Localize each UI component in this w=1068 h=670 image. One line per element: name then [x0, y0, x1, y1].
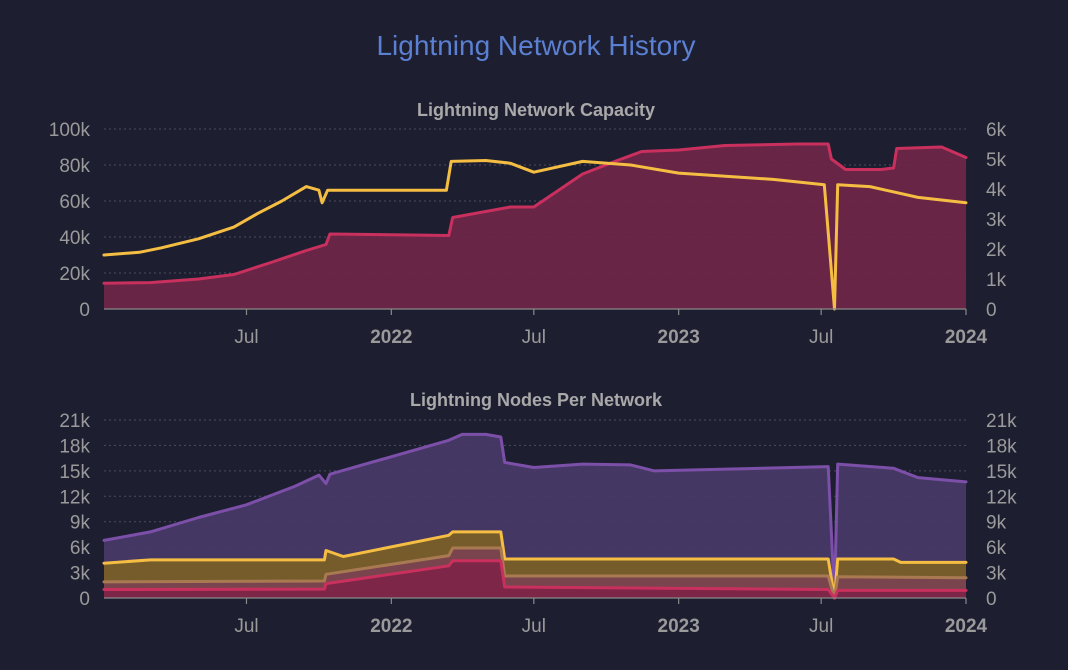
capacity-series [102, 142, 968, 311]
capacity-chart-title: Lightning Network Capacity [417, 100, 655, 120]
capacity-chart: Lightning Network Capacity 0 20k 40k 60k 80k… [49, 100, 1007, 348]
nodes-y-right-tick-label: 18k [986, 436, 1017, 457]
capacity-x-tick-label: 2023 [658, 327, 700, 348]
capacity-series-1-line [102, 159, 968, 311]
nodes-series-0-line [102, 432, 968, 600]
capacity-y-right-tick-label: 1k [986, 270, 1007, 291]
nodes-x-tick-label: 2023 [658, 616, 700, 637]
capacity-x-tick-label: Jul [522, 327, 546, 348]
capacity-x-tick-label: 2024 [945, 327, 988, 348]
nodes-y-left-tick-label: 15k [59, 462, 90, 483]
nodes-chart-title: Lightning Nodes Per Network [410, 390, 663, 410]
nodes-y-left-tick-label: 12k [59, 487, 90, 508]
capacity-x-tick-label: Jul [809, 327, 833, 348]
nodes-y-right-tick-label: 3k [986, 564, 1007, 585]
nodes-series-0-area [104, 434, 966, 598]
nodes-y-left-tick-label: 0 [79, 589, 90, 610]
capacity-y-left-tick-label: 20k [59, 264, 90, 285]
nodes-series [102, 432, 968, 600]
capacity-y-left-tick-label: 40k [59, 228, 90, 249]
nodes-x-tick-label: 2024 [945, 616, 988, 637]
nodes-series-2-area [104, 548, 966, 598]
capacity-series-0-area [104, 144, 966, 309]
capacity-y-left-tick-label: 100k [49, 120, 91, 141]
nodes-y-left-tick-label: 6k [70, 538, 91, 559]
nodes-y-right-tick-label: 0 [986, 589, 997, 610]
nodes-chart: Lightning Nodes Per Network 0 3k 6k 9k 12k 15… [59, 390, 1017, 637]
capacity-y-right-tick-label: 0 [986, 300, 997, 321]
nodes-y-right-tick-label: 15k [986, 462, 1017, 483]
capacity-y-right-tick-label: 3k [986, 210, 1007, 231]
nodes-y-left-tick-label: 21k [59, 411, 90, 432]
capacity-x-tick-label: 2022 [370, 327, 412, 348]
nodes-y-right-tick-label: 21k [986, 411, 1017, 432]
nodes-y-left-tick-label: 9k [70, 513, 91, 534]
capacity-axes: 0 20k 40k 60k 80k 100k 0 1k 2k 3k 4k 5k 6k Jul 2022 Jul… [49, 120, 1007, 348]
nodes-series-3-area [104, 560, 966, 598]
nodes-x-tick-label: Jul [522, 616, 546, 637]
capacity-series-0-line [102, 142, 968, 285]
capacity-y-right-tick-label: 4k [986, 180, 1007, 201]
nodes-x-tick-label: 2022 [370, 616, 412, 637]
nodes-y-right-tick-label: 9k [986, 513, 1007, 534]
capacity-x-tick-label: Jul [234, 327, 258, 348]
nodes-series-2-line [102, 546, 968, 600]
figure-title: Lightning Network History [376, 30, 695, 61]
nodes-series-3-line [102, 559, 968, 600]
nodes-y-left-tick-label: 18k [59, 436, 90, 457]
nodes-x-tick-label: Jul [234, 616, 258, 637]
capacity-y-right-tick-label: 5k [986, 150, 1007, 171]
nodes-y-left-tick-label: 3k [70, 564, 91, 585]
capacity-y-right-tick-label: 6k [986, 120, 1007, 141]
capacity-y-left-tick-label: 60k [59, 192, 90, 213]
nodes-axes: 0 3k 6k 9k 12k 15k 18k 21k 0 3k 6k 9k 12k 15k 18k 21k Ju… [59, 411, 1017, 637]
nodes-x-tick-label: Jul [809, 616, 833, 637]
nodes-y-right-tick-label: 6k [986, 538, 1007, 559]
nodes-series-1-line [102, 530, 968, 600]
capacity-y-left-tick-label: 0 [79, 300, 90, 321]
capacity-y-left-tick-label: 80k [59, 156, 90, 177]
nodes-y-right-tick-label: 12k [986, 487, 1017, 508]
capacity-y-right-tick-label: 2k [986, 240, 1007, 261]
